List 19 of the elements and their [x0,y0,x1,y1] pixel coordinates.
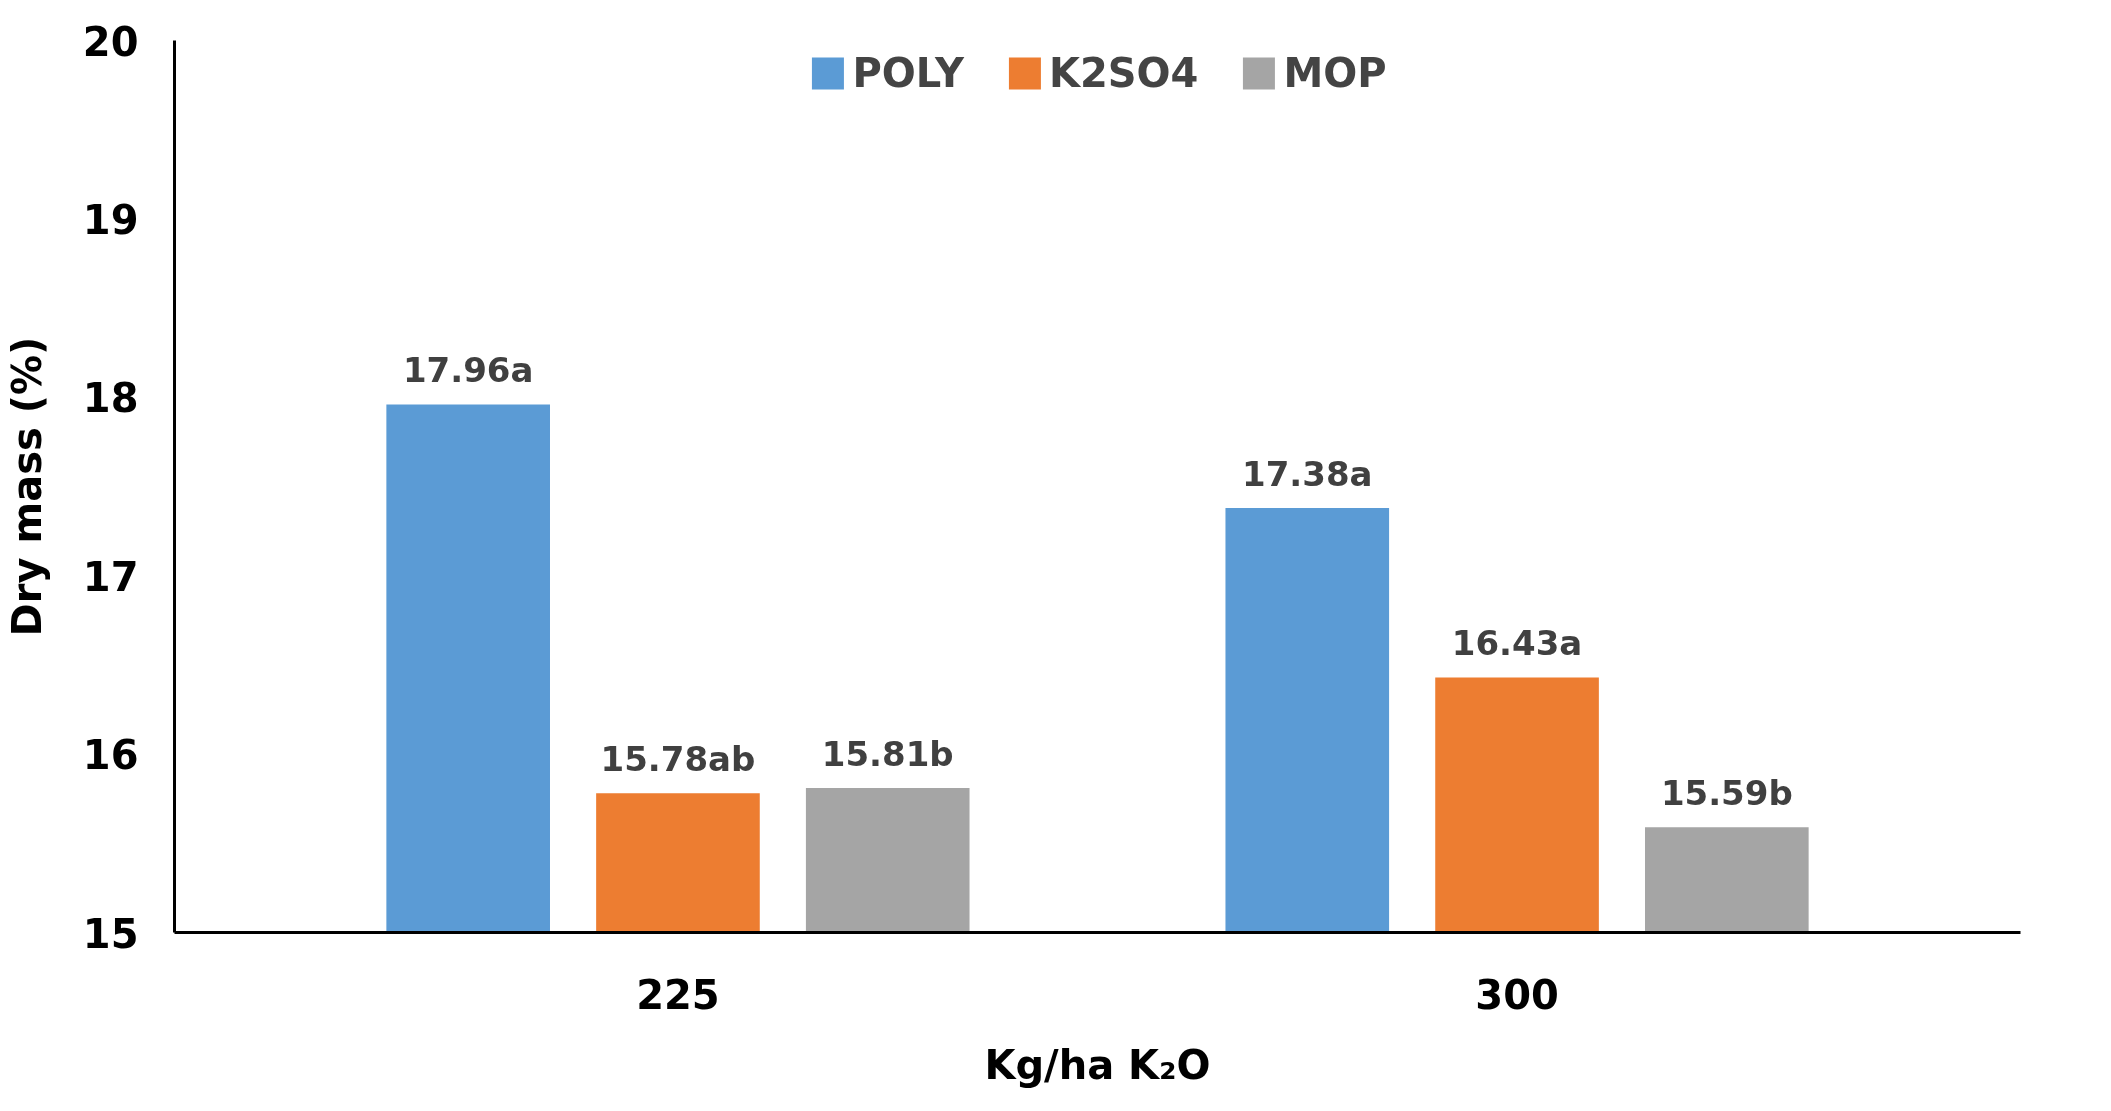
x-axis-title: Kg/ha K₂O [984,1041,1211,1088]
legend-label: MOP [1283,50,1387,96]
y-tick-label: 15 [82,910,139,957]
data-label: 17.96a [402,350,534,391]
legend-label: POLY [852,50,964,96]
data-label: 17.38a [1242,453,1373,494]
y-axis-title: Dry mass (%) [3,336,50,637]
y-tick-label: 18 [82,375,139,422]
y-tick-label: 16 [82,732,139,779]
x-tick-label: 225 [636,971,720,1018]
data-label: 15.81b [821,734,954,774]
data-label: 16.43a [1451,623,1583,664]
y-tick-label: 17 [82,553,139,600]
y-tick-label: 20 [82,18,139,65]
data-label: 15.78ab [600,739,756,780]
legend-label: K2SO4 [1048,50,1199,96]
x-tick-label: 300 [1475,971,1559,1018]
y-tick-label: 19 [82,196,139,243]
data-label: 15.59b [1660,773,1793,814]
